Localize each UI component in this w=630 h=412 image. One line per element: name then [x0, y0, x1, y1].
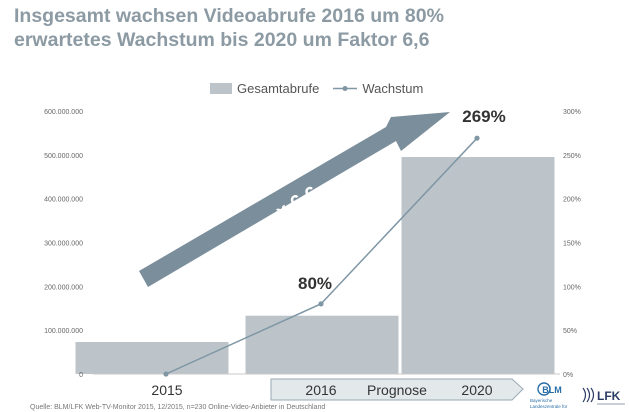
x-tick-label-2016: 2016 — [305, 382, 336, 398]
y-left-tick-label: 200.000.000 — [44, 284, 83, 291]
y-left-tick-label: 0 — [79, 372, 83, 379]
blm-logo-mark: BLM — [542, 385, 562, 395]
legend-label-wachstum: Wachstum — [362, 80, 424, 96]
title-line-2: erwartetes Wachstum bis 2020 um Faktor 6… — [14, 29, 430, 51]
x-tick-label-2015: 2015 — [151, 382, 182, 398]
blm-logo-line2: Landeszentrale für — [530, 404, 568, 409]
point-label-2020: 269% — [462, 107, 505, 126]
wachstum-point-2020 — [474, 135, 480, 141]
x-tick-label-2020: 2020 — [461, 382, 492, 398]
page-title: Insgesamt wachsen Videoabrufe 2016 um 80… — [14, 4, 614, 52]
wachstum-point-2016 — [318, 301, 324, 307]
legend-line-swatch — [333, 85, 358, 91]
y-right-tick-label: 200% — [563, 197, 581, 204]
y-right-tick-label: 150% — [563, 241, 581, 248]
y-left-tick-label: 500.000.000 — [44, 153, 83, 160]
bar-2020 — [401, 157, 555, 374]
y-left-tick-label: 400.000.000 — [44, 197, 83, 204]
blm-logo: BLM Bayerische Landeszentrale für — [530, 382, 568, 409]
blm-logo-line1: Bayerische — [530, 398, 553, 403]
lfk-logo: LFK — [582, 387, 625, 405]
point-label-2016: 80% — [298, 274, 332, 293]
y-right-tick-label: 250% — [563, 153, 581, 160]
source-note: Quelle: BLM/LFK Web-TV-Monitor 2015, 12/… — [30, 404, 326, 411]
growth-arrow — [139, 112, 450, 287]
y-right-tick-label: 300% — [563, 109, 581, 116]
chart-legend: Gesamtabrufe Wachstum — [210, 79, 423, 97]
lfk-logo-mark: LFK — [597, 389, 621, 403]
title-line-1: Insgesamt wachsen Videoabrufe 2016 um 80… — [14, 5, 444, 27]
y-left-tick-label: 300.000.000 — [44, 241, 83, 248]
y-left-tick-label: 100.000.000 — [44, 328, 83, 335]
prognose-banner — [270, 378, 524, 401]
legend-bar-swatch — [210, 82, 232, 94]
y-right-tick-label: 50% — [563, 328, 577, 335]
y-right-tick-label: 0% — [563, 372, 573, 379]
bar-2016 — [245, 315, 399, 374]
bar-2015 — [75, 342, 229, 374]
y-left-tick-label: 600.000.000 — [44, 109, 83, 116]
wachstum-point-2015 — [163, 371, 169, 377]
prognose-label: Prognose — [367, 382, 427, 398]
legend-label-gesamtabrufe: Gesamtabrufe — [237, 80, 320, 96]
y-right-tick-label: 100% — [563, 284, 581, 291]
